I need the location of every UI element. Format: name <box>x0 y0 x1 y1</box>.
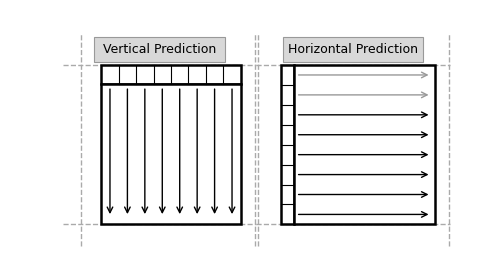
Bar <box>284 37 423 62</box>
Bar <box>101 65 241 84</box>
Bar <box>101 84 241 224</box>
Text: Vertical Prediction: Vertical Prediction <box>103 43 216 56</box>
Bar <box>94 37 226 62</box>
Bar <box>294 65 434 224</box>
Bar <box>282 65 294 224</box>
Text: Horizontal Prediction: Horizontal Prediction <box>288 43 418 56</box>
